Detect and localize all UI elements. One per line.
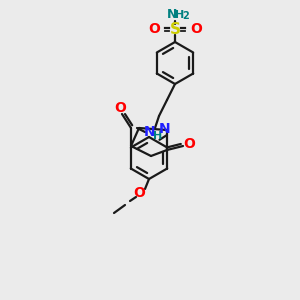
Text: O: O — [148, 22, 160, 36]
Text: N: N — [144, 125, 156, 139]
Text: O: O — [133, 186, 145, 200]
Text: H: H — [153, 131, 163, 141]
Text: 2: 2 — [183, 11, 189, 21]
Text: O: O — [183, 137, 195, 151]
Text: O: O — [114, 101, 126, 115]
Text: H: H — [176, 10, 184, 20]
Text: S: S — [169, 22, 181, 37]
Text: N: N — [159, 122, 171, 136]
Text: N: N — [167, 8, 177, 22]
Text: O: O — [190, 22, 202, 36]
